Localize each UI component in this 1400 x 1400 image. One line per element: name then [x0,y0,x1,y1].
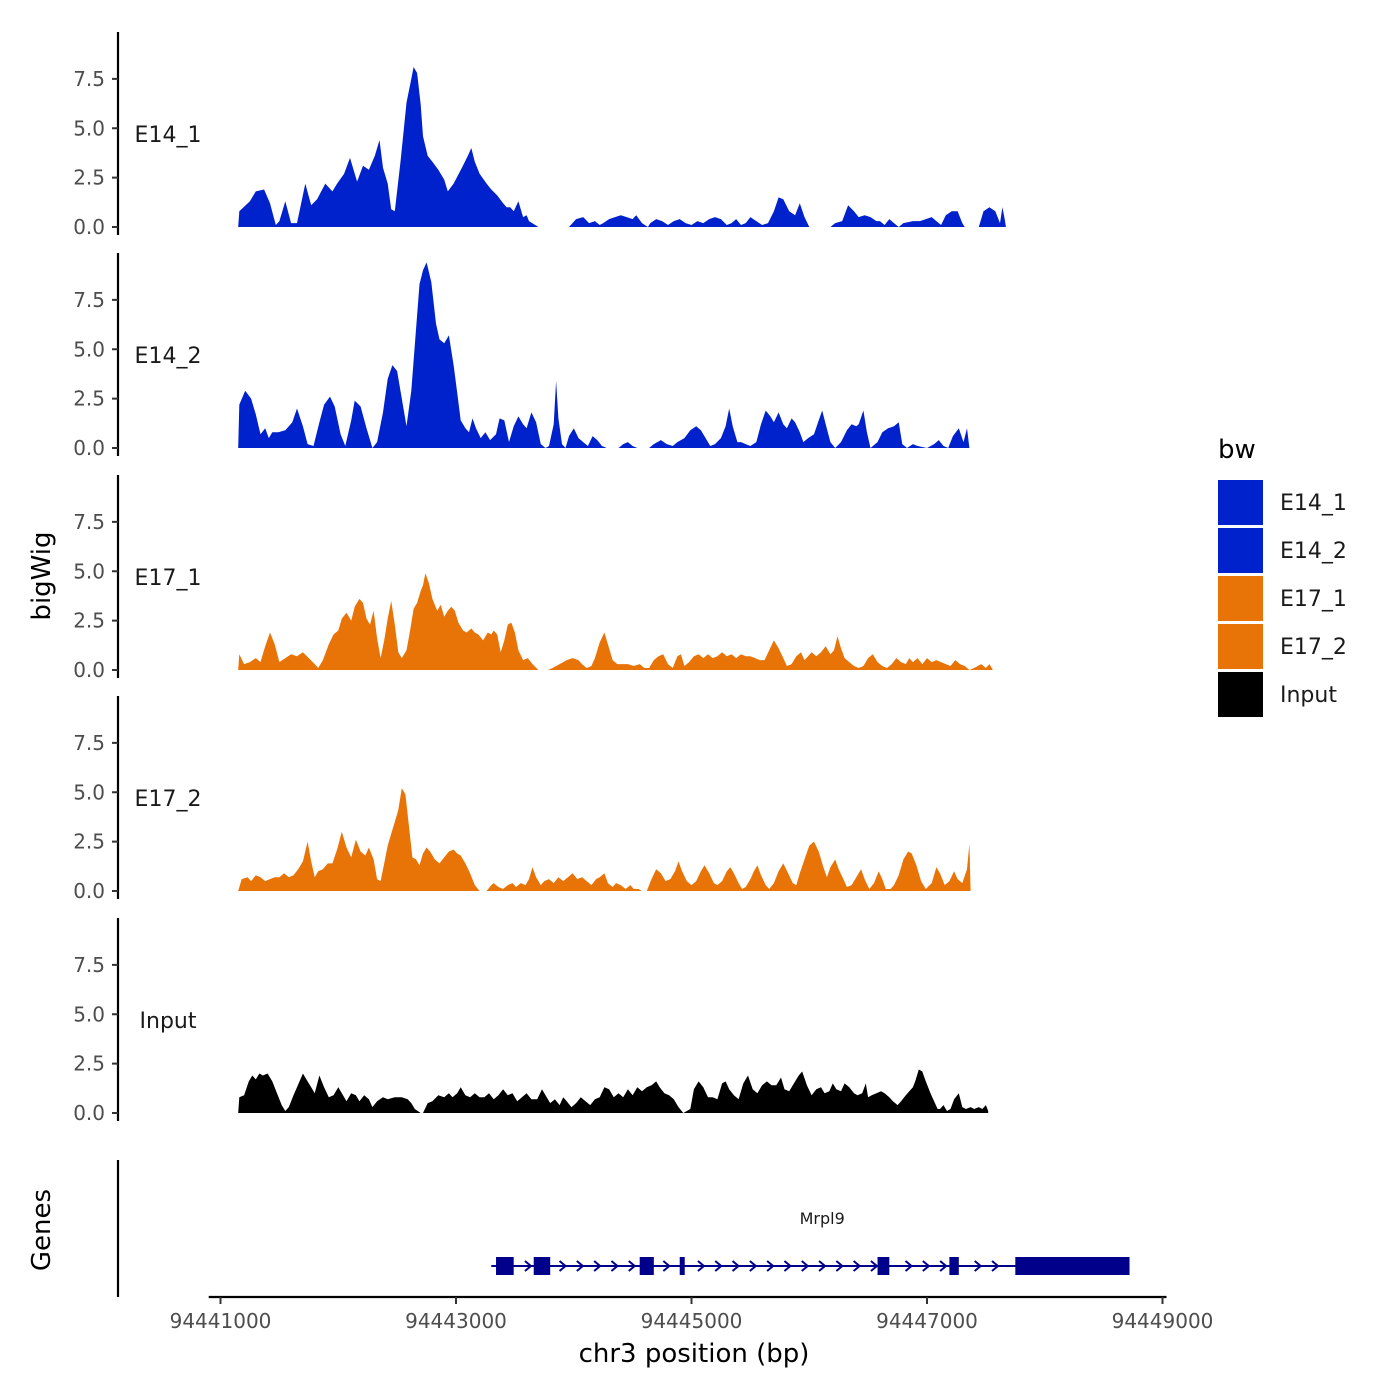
strand-arrow-icon [801,1260,810,1272]
y-tick-label-e14-2-1: 2.5 [73,387,105,411]
y-tick-label-e17-1-3: 7.5 [73,510,105,534]
legend-key-input [1218,672,1263,717]
legend-label-input: Input [1280,683,1337,708]
strand-arrow-icon [628,1260,637,1272]
strand-arrow-icon [974,1260,983,1272]
gene-exon-7 [1015,1257,1130,1275]
strand-arrow-icon [610,1260,619,1272]
track-e14-2: 0.0 2.5 5.0 7.5 E14_2 [73,253,970,460]
signal-area-e17-1 [238,573,995,670]
legend-key-e14-2 [1218,528,1263,573]
x-tick-label-2: 94445000 [641,1309,743,1333]
strand-arrow-icon [662,1260,671,1272]
gene-exon-5 [877,1257,890,1275]
signal-area-e14-1 [238,67,1006,227]
strand-arrow-icon [870,1260,879,1272]
track-label-e17-1: E17_1 [135,566,202,591]
strand-arrow-icon [766,1260,775,1272]
y-tick-label-e17-1-2: 5.0 [73,559,105,583]
y-tick-label-input-1: 2.5 [73,1052,105,1076]
strand-arrow-icon [835,1260,844,1272]
strand-arrow-icon [783,1260,792,1272]
y-tick-label-e17-1-0: 0.0 [73,658,105,682]
y-tick-label-e14-1-3: 7.5 [73,67,105,91]
strand-arrow-icon [558,1260,568,1272]
gene-exon-6 [949,1257,959,1275]
signal-area-input [238,1069,989,1113]
strand-arrow-icon [904,1260,914,1272]
legend-title: bw [1218,435,1256,465]
genes-axis-title: Genes [27,1189,57,1271]
gene-exon-4 [679,1257,685,1275]
strand-arrow-icon [818,1260,827,1272]
x-tick-label-4: 94449000 [1112,1309,1214,1333]
y-tick-label-e14-2-2: 5.0 [73,337,105,361]
strand-arrow-icon [576,1260,585,1272]
signal-area-e14-2 [238,262,970,448]
track-input: 0.0 2.5 5.0 7.5 Input [73,918,989,1125]
signal-area-e17-2 [238,788,971,891]
track-e14-1: 0.0 2.5 5.0 7.5 E14_1 [73,32,1006,239]
y-tick-label-e14-1-2: 5.0 [73,116,105,140]
strand-arrow-icon [697,1260,706,1272]
y-tick-label-input-2: 5.0 [73,1002,105,1026]
y-tick-label-e14-2-3: 7.5 [73,288,105,312]
y-tick-label-input-0: 0.0 [73,1101,105,1125]
x-tick-label-1: 94443000 [405,1309,507,1333]
y-tick-label-e14-1-0: 0.0 [73,215,105,239]
gene-panel: Mrpl9 [116,1160,1130,1297]
x-tick-label-3: 94447000 [876,1309,978,1333]
x-axis-title: chr3 position (bp) [579,1339,810,1369]
legend-key-e17-2 [1218,624,1263,669]
y-tick-label-e14-1-1: 2.5 [73,166,105,190]
y-tick-label-e17-2-0: 0.0 [73,879,105,903]
track-label-input: Input [140,1009,197,1034]
track-e17-1: 0.0 2.5 5.0 7.5 E17_1 [73,475,995,682]
strand-arrow-icon [749,1260,758,1272]
legend-label-e17-1: E17_1 [1280,587,1347,612]
track-e17-2: 0.0 2.5 5.0 7.5 E17_2 [73,696,971,903]
gene-exon-1 [496,1257,514,1275]
strand-arrow-icon [524,1260,533,1272]
strand-arrow-icon [852,1260,862,1272]
y-tick-label-e17-2-3: 7.5 [73,731,105,755]
gene-mrpl9: Mrpl9 [491,1209,1130,1275]
legend-label-e14-2: E14_2 [1280,539,1347,564]
legend-key-e14-1 [1218,480,1263,525]
legend: bw E14_1 E14_2 E17_1 E17_2 Input [1218,435,1347,717]
track-label-e14-2: E14_2 [135,344,202,369]
legend-label-e17-2: E17_2 [1280,635,1347,660]
strand-arrow-icon [714,1260,723,1272]
y-axis-title: bigWig [27,531,57,620]
y-tick-label-e17-2-1: 2.5 [73,830,105,854]
y-tick-label-e17-2-2: 5.0 [73,780,105,804]
y-tick-label-e14-2-0: 0.0 [73,436,105,460]
track-label-e14-1: E14_1 [135,123,202,148]
track-label-e17-2: E17_2 [135,787,202,812]
x-tick-label-0: 94441000 [170,1309,272,1333]
strand-arrow-icon [593,1260,602,1272]
strand-arrow-icon [991,1260,1000,1272]
legend-label-e14-1: E14_1 [1280,491,1347,516]
y-tick-label-e17-1-1: 2.5 [73,609,105,633]
strand-arrow-icon [939,1260,948,1272]
signal-tracks: 0.0 2.5 5.0 7.5 E14_1 0.0 2.5 5.0 7.5 E14_2 0.0 2.5… [73,32,1006,1125]
strand-arrow-icon [922,1260,931,1272]
y-tick-label-input-3: 7.5 [73,953,105,977]
gene-exon-2 [533,1257,551,1275]
x-axis: 94441000 94443000 94445000 94447000 94449000 [170,1295,1214,1333]
gene-label-mrpl9: Mrpl9 [800,1209,845,1228]
legend-key-e17-1 [1218,576,1263,621]
strand-arrow-icon [731,1260,741,1272]
gene-exon-3 [639,1257,654,1275]
